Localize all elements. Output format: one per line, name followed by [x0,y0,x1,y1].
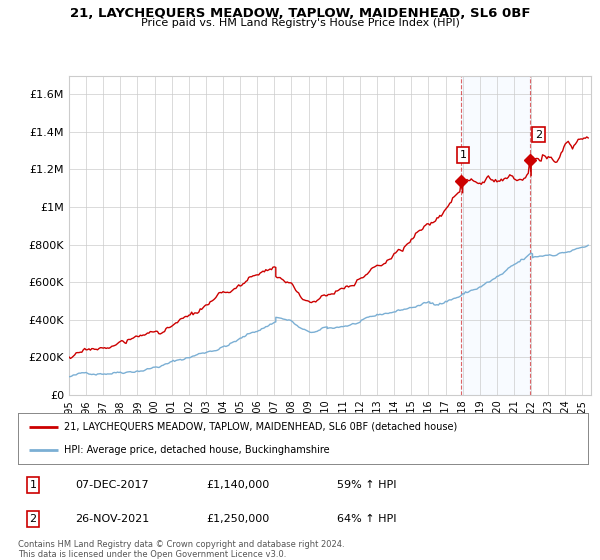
Text: 07-DEC-2017: 07-DEC-2017 [75,480,149,490]
Text: 21, LAYCHEQUERS MEADOW, TAPLOW, MAIDENHEAD, SL6 0BF: 21, LAYCHEQUERS MEADOW, TAPLOW, MAIDENHE… [70,7,530,20]
Text: HPI: Average price, detached house, Buckinghamshire: HPI: Average price, detached house, Buck… [64,445,329,455]
Text: 1: 1 [460,150,466,160]
Text: Price paid vs. HM Land Registry's House Price Index (HPI): Price paid vs. HM Land Registry's House … [140,18,460,29]
Text: 64% ↑ HPI: 64% ↑ HPI [337,514,397,524]
Text: 26-NOV-2021: 26-NOV-2021 [75,514,149,524]
Text: 2: 2 [29,514,37,524]
Text: 59% ↑ HPI: 59% ↑ HPI [337,480,397,490]
Text: £1,140,000: £1,140,000 [206,480,269,490]
Bar [461,76,530,395]
Text: 21, LAYCHEQUERS MEADOW, TAPLOW, MAIDENHEAD, SL6 0BF (detached house): 21, LAYCHEQUERS MEADOW, TAPLOW, MAIDENHE… [64,422,457,432]
Text: £1,250,000: £1,250,000 [206,514,269,524]
Text: 2: 2 [535,129,542,139]
Text: 1: 1 [29,480,37,490]
Text: Contains HM Land Registry data © Crown copyright and database right 2024.
This d: Contains HM Land Registry data © Crown c… [18,540,344,559]
